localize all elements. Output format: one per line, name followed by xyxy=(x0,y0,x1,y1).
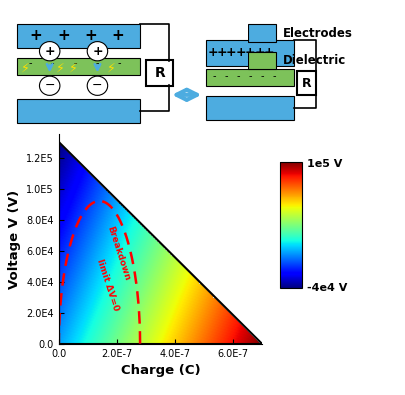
Text: +: + xyxy=(254,47,264,59)
Text: R: R xyxy=(154,66,165,80)
FancyBboxPatch shape xyxy=(247,52,275,70)
FancyBboxPatch shape xyxy=(205,69,293,86)
Text: -: - xyxy=(272,71,276,81)
Text: -: - xyxy=(236,71,239,81)
Text: +: + xyxy=(216,47,227,59)
Text: -: - xyxy=(248,71,252,81)
Text: ⚡: ⚡ xyxy=(21,62,30,75)
Text: Breakdown: Breakdown xyxy=(105,225,131,282)
Text: limit ΔV=0: limit ΔV=0 xyxy=(95,258,121,312)
Text: +: + xyxy=(84,28,97,43)
FancyBboxPatch shape xyxy=(17,100,140,123)
Text: -: - xyxy=(211,71,215,81)
Circle shape xyxy=(39,41,60,61)
Text: -: - xyxy=(29,58,36,68)
X-axis label: Charge (C): Charge (C) xyxy=(120,364,200,377)
Text: +: + xyxy=(92,45,102,58)
Circle shape xyxy=(87,41,107,61)
Text: -: - xyxy=(118,58,124,68)
Text: +: + xyxy=(235,47,245,59)
FancyBboxPatch shape xyxy=(205,40,293,66)
FancyBboxPatch shape xyxy=(247,24,275,42)
Text: -: - xyxy=(73,58,80,68)
Text: +: + xyxy=(57,28,70,43)
Text: +: + xyxy=(111,28,124,43)
Circle shape xyxy=(87,76,107,95)
Text: ⚡: ⚡ xyxy=(55,62,64,75)
Text: -: - xyxy=(51,58,58,68)
Text: +: + xyxy=(30,28,43,43)
Circle shape xyxy=(39,76,60,95)
FancyBboxPatch shape xyxy=(17,58,140,75)
Text: +: + xyxy=(226,47,236,59)
Text: R: R xyxy=(301,77,311,90)
FancyBboxPatch shape xyxy=(205,96,293,120)
Text: +: + xyxy=(263,47,274,59)
Text: ⚡: ⚡ xyxy=(69,62,78,75)
Text: Dielectric: Dielectric xyxy=(283,54,346,67)
Text: ⚡: ⚡ xyxy=(107,62,115,75)
FancyBboxPatch shape xyxy=(146,60,173,86)
Text: 1e5 V: 1e5 V xyxy=(306,159,341,169)
Text: Electrodes: Electrodes xyxy=(283,26,352,40)
Text: +: + xyxy=(245,47,255,59)
Text: −: − xyxy=(44,79,55,92)
Text: -4e4 V: -4e4 V xyxy=(306,283,346,293)
Text: -: - xyxy=(96,58,102,68)
Text: -: - xyxy=(260,71,264,81)
Text: -: - xyxy=(224,71,227,81)
Y-axis label: Voltage V (V): Voltage V (V) xyxy=(8,190,21,288)
Text: −: − xyxy=(92,79,102,92)
Text: +: + xyxy=(44,45,55,58)
FancyBboxPatch shape xyxy=(17,24,140,48)
Text: +: + xyxy=(207,47,217,59)
FancyBboxPatch shape xyxy=(296,71,315,95)
